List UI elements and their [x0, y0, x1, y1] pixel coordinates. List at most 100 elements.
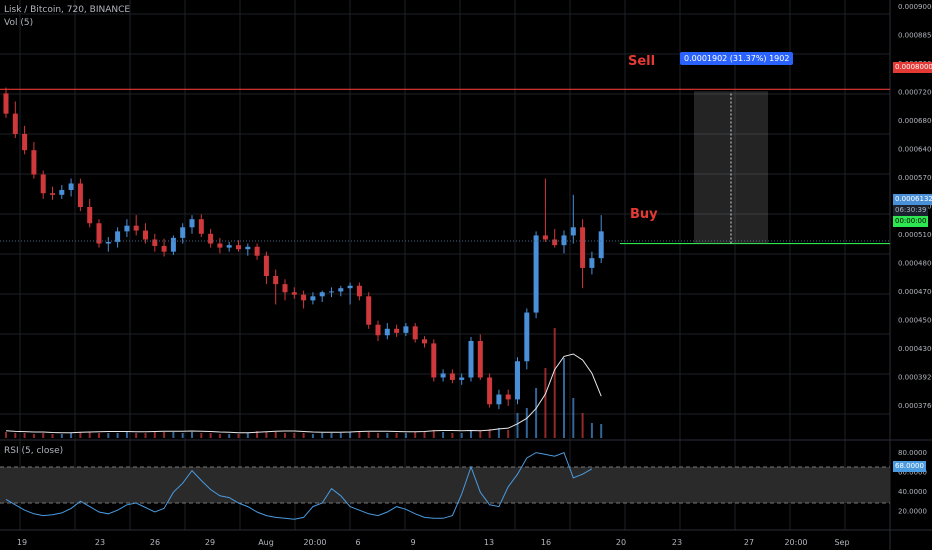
candle-body	[96, 223, 102, 244]
volume-bar	[460, 433, 463, 438]
candle-body	[40, 174, 46, 194]
candle-body	[161, 245, 167, 252]
time-tick-label: 20:00	[303, 538, 326, 547]
candle-body	[347, 285, 353, 289]
time-tick-label: 20:00	[784, 538, 807, 547]
candle-body	[366, 296, 372, 325]
volume-bar	[432, 430, 435, 438]
candle-body	[533, 235, 539, 313]
candle-body	[505, 394, 511, 400]
candle-body	[356, 285, 362, 297]
candle-body	[515, 361, 520, 400]
candle-body	[31, 150, 37, 175]
volume-bar	[544, 368, 547, 438]
volume-bar	[116, 433, 119, 438]
sell-price-tag: 0.0008000	[893, 62, 932, 73]
volume-bar	[404, 433, 407, 438]
volume-bar	[163, 432, 166, 438]
candle-body	[208, 233, 214, 244]
time-tick-label: 9	[410, 538, 415, 547]
volume-bar	[209, 433, 212, 438]
volume-bar	[507, 430, 510, 438]
candle-body	[189, 219, 195, 228]
candle-body	[524, 312, 530, 362]
volume-bar	[377, 433, 379, 438]
volume-bar	[442, 432, 445, 438]
volume-bar	[581, 413, 584, 438]
volume-bar	[563, 358, 565, 438]
volume-bar	[256, 431, 259, 438]
volume-bar	[572, 398, 575, 438]
time-tick-label: Sep	[834, 538, 849, 547]
candle-body	[115, 231, 121, 242]
volume-bar	[302, 433, 305, 438]
candle-body	[598, 231, 604, 259]
candle-body	[459, 377, 465, 380]
rsi-line	[5, 451, 593, 520]
time-tick-label: 19	[17, 538, 27, 547]
volume-bar	[349, 432, 352, 438]
candle-body	[22, 133, 28, 151]
time-tick-label: Aug	[258, 538, 274, 547]
volume-bar	[293, 433, 296, 438]
volume-bar	[423, 432, 426, 438]
candle-body	[310, 296, 316, 301]
candle-body	[431, 343, 437, 378]
volume-bar	[600, 424, 603, 438]
candle-body	[477, 340, 483, 378]
candle-body	[59, 189, 65, 195]
volume-bar	[88, 432, 91, 438]
volume-bar	[274, 432, 277, 438]
candle-body	[68, 183, 74, 190]
candle-body	[403, 326, 409, 333]
candle-body	[180, 227, 186, 238]
candle-body	[384, 328, 390, 336]
rsi-tick-label: 60.0000	[898, 469, 927, 477]
candle-body	[468, 340, 474, 378]
volume-bar	[32, 434, 35, 438]
candle-body	[570, 227, 576, 236]
rsi-tick-label: 20.0000	[898, 508, 927, 516]
volume-bar	[516, 413, 519, 438]
volume-bar	[218, 434, 221, 438]
candle-body	[319, 292, 325, 297]
candle-body	[301, 294, 307, 301]
candle-body	[496, 394, 502, 405]
volume-bar	[14, 433, 17, 438]
volume-bar	[5, 432, 7, 438]
candle-body	[152, 239, 158, 246]
volume-bar	[497, 428, 500, 438]
volume-bar	[200, 433, 203, 438]
time-tick-label: 23	[95, 538, 105, 547]
candle-body	[3, 93, 9, 114]
candle-body	[273, 276, 279, 285]
candle-body	[245, 246, 251, 250]
volume-bar	[553, 328, 556, 438]
time-tick-label: 20	[616, 538, 626, 547]
candle-body	[291, 292, 297, 295]
volume-bar	[535, 388, 538, 438]
volume-bar	[237, 434, 240, 438]
measure-tooltip: 0.0001902 (31.37%) 1902	[680, 52, 794, 65]
price-tick-label: 0.0003760	[898, 402, 932, 410]
candle-body	[580, 227, 586, 268]
symbol-title: Lisk / Bitcoin, 720, BINANCE	[4, 5, 131, 15]
volume-bar	[60, 434, 63, 438]
volume-bar	[23, 433, 26, 438]
volume-bar	[228, 434, 231, 438]
time-tick-label: 6	[355, 538, 360, 547]
rsi-tick-label: 40.0000	[898, 488, 927, 496]
candle-body	[440, 373, 446, 378]
volume-bar	[181, 433, 184, 438]
candle-body	[198, 219, 204, 234]
volume-bar	[395, 433, 398, 438]
time-tick-label: 27	[744, 538, 754, 547]
volume-bar	[79, 432, 82, 438]
volume-bar	[135, 433, 138, 438]
